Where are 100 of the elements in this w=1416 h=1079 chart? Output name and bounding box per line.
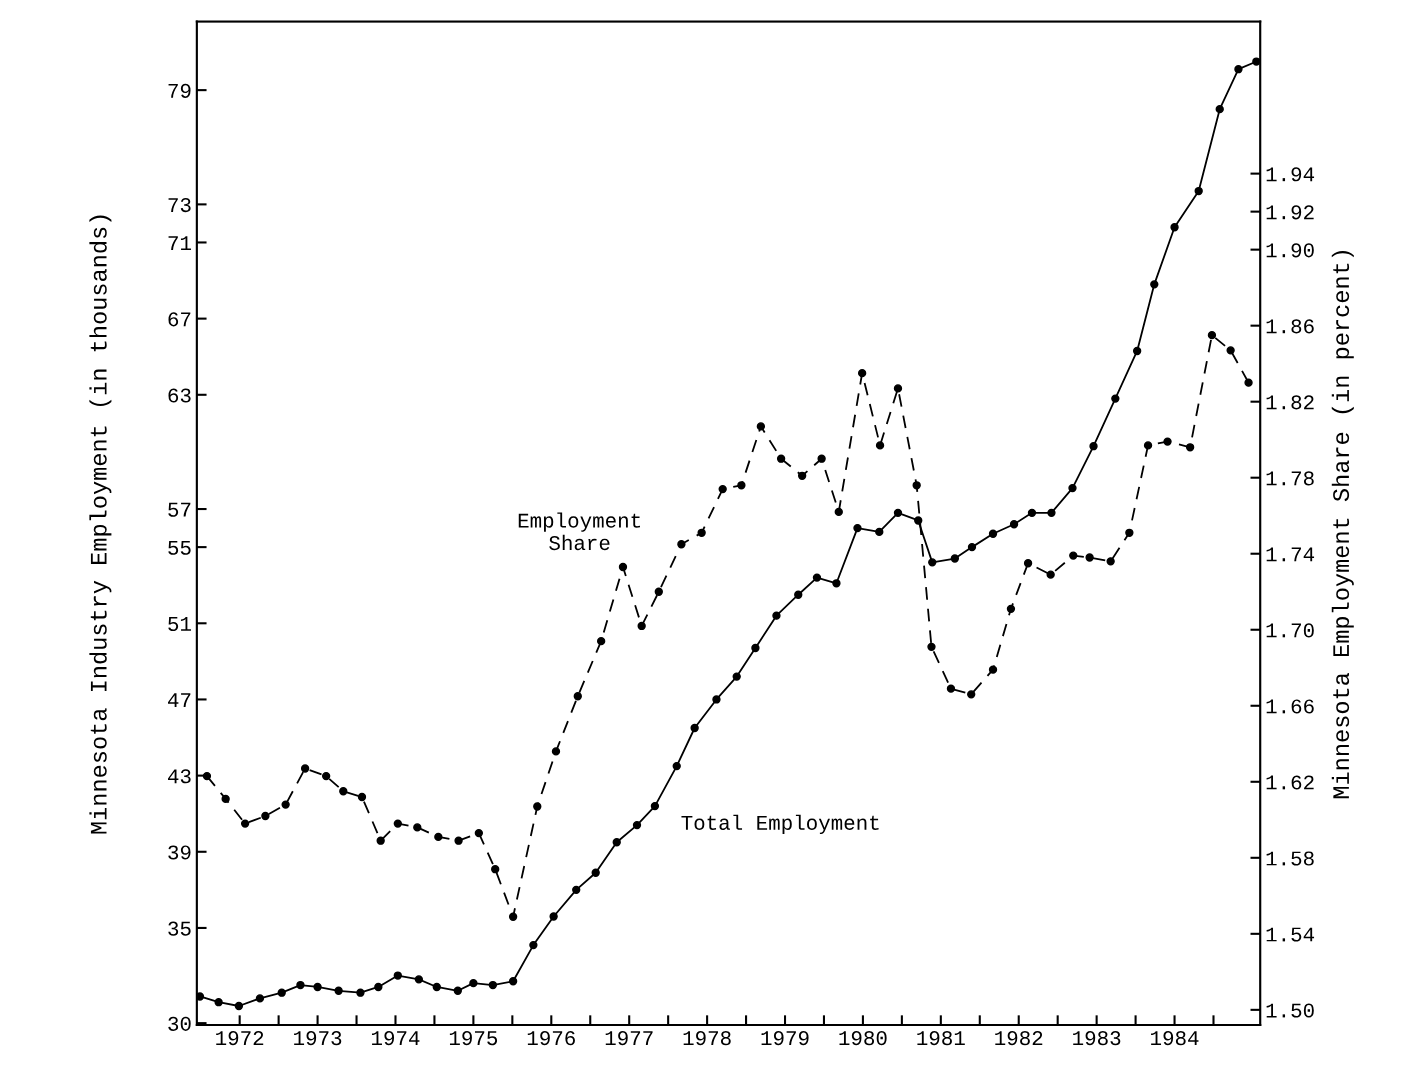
point <box>357 792 367 802</box>
point <box>1006 604 1016 614</box>
point <box>339 787 348 796</box>
point <box>637 621 646 631</box>
point <box>508 977 518 986</box>
point <box>356 988 365 997</box>
y2-tick-label: 1.70 <box>1266 623 1314 638</box>
point <box>488 980 498 990</box>
y-tick-label: 35 <box>168 921 191 936</box>
point <box>794 590 803 599</box>
y2-tick-label: 1.82 <box>1266 395 1314 410</box>
point <box>857 369 867 378</box>
point <box>912 481 921 490</box>
y-tick-label: 55 <box>168 540 191 555</box>
point <box>255 994 265 1003</box>
point <box>612 838 621 847</box>
point <box>434 832 443 842</box>
y2-tick-label: 1.90 <box>1266 243 1314 258</box>
point <box>967 690 976 699</box>
point <box>572 885 581 895</box>
point <box>618 562 628 572</box>
point <box>1089 442 1098 451</box>
point <box>1009 520 1019 529</box>
y2-tick-label: 1.78 <box>1266 471 1314 486</box>
x-tick-label: 1974 <box>371 1031 420 1046</box>
point <box>300 764 310 773</box>
y-tick-label: 47 <box>168 693 191 707</box>
y-tick-label: 57 <box>168 502 191 517</box>
point <box>393 819 402 828</box>
point <box>491 865 500 874</box>
point <box>393 971 402 980</box>
point <box>277 988 286 997</box>
point <box>321 771 331 781</box>
x-tick-label: 1973 <box>294 1031 342 1046</box>
point <box>533 802 542 811</box>
point <box>573 692 582 701</box>
point <box>712 695 721 704</box>
point <box>834 507 843 517</box>
point <box>1163 437 1172 446</box>
point <box>967 542 977 552</box>
point <box>832 579 841 588</box>
point <box>988 529 998 538</box>
point <box>817 454 826 463</box>
y2-tick-label: 1.86 <box>1266 319 1314 334</box>
y-tick-label: 63 <box>168 388 191 403</box>
point <box>946 684 956 693</box>
x-tick-label: 1977 <box>605 1031 653 1046</box>
x-tick-label: 1981 <box>917 1031 965 1046</box>
point <box>1226 346 1235 355</box>
point <box>928 558 937 567</box>
point <box>1215 105 1224 114</box>
point <box>549 912 558 921</box>
point <box>1111 394 1120 403</box>
point <box>596 636 606 646</box>
point <box>474 828 484 838</box>
point <box>756 422 766 431</box>
point <box>690 723 699 733</box>
point <box>1085 553 1094 562</box>
y-tick-label: 43 <box>168 769 191 784</box>
y-tick-label: 39 <box>168 845 191 860</box>
y2-tick-label: 1.54 <box>1266 927 1315 942</box>
point <box>1143 441 1153 450</box>
point <box>772 611 781 620</box>
point <box>214 998 223 1007</box>
point <box>234 1001 244 1011</box>
point <box>893 384 903 393</box>
y-tick-label: 71 <box>168 236 191 251</box>
point <box>414 975 424 984</box>
point <box>718 484 727 494</box>
x-tick-label: 1980 <box>839 1031 887 1046</box>
y-tick-label: 73 <box>168 197 191 213</box>
x-tick-label: 1984 <box>1151 1031 1199 1046</box>
point <box>202 771 212 781</box>
y2-tick-label: 1.62 <box>1266 775 1314 790</box>
point <box>1132 346 1142 356</box>
point <box>650 801 660 811</box>
y2-tick-label: 1.66 <box>1266 699 1314 714</box>
point <box>529 940 538 950</box>
point <box>376 836 385 845</box>
point <box>927 642 936 652</box>
x-tick-label: 1976 <box>527 1031 575 1046</box>
point <box>1150 280 1159 289</box>
point <box>1194 186 1203 196</box>
point <box>240 819 250 828</box>
point <box>454 836 463 845</box>
point <box>1068 483 1077 493</box>
point <box>1234 65 1243 74</box>
point <box>469 978 478 988</box>
point <box>737 481 746 490</box>
point <box>1023 559 1033 568</box>
point <box>654 587 663 596</box>
point <box>221 794 230 804</box>
y-tick-label: 51 <box>168 617 191 632</box>
point <box>776 454 786 463</box>
x-tick-label: 1982 <box>995 1031 1043 1046</box>
point <box>591 868 600 877</box>
x-tick-label: 1972 <box>216 1031 264 1046</box>
point <box>313 982 322 992</box>
point <box>432 982 441 992</box>
point <box>672 761 681 771</box>
